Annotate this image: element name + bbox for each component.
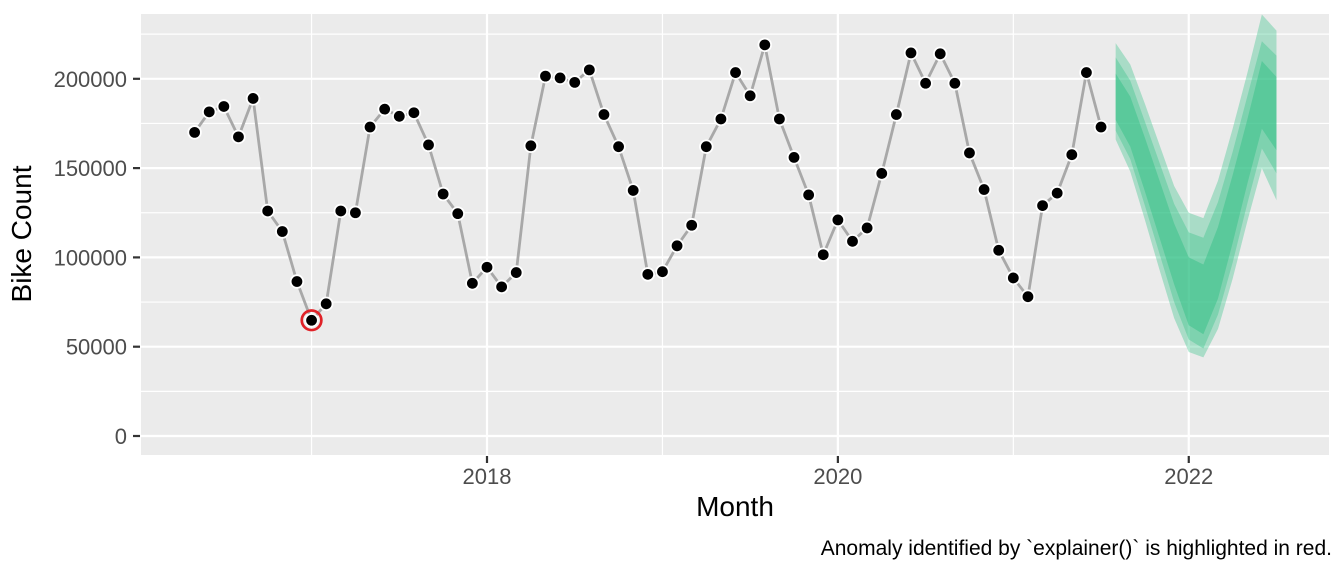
caption: Anomaly identified by `explainer()` is h… [820,537,1332,560]
data-point [275,224,290,239]
data-point [362,119,378,135]
panel-background [141,14,1329,455]
data-point [889,107,904,122]
data-point [318,296,334,312]
y-axis-title: Bike Count [6,165,37,303]
data-point [830,212,846,228]
data-point [333,203,349,219]
data-point [669,238,685,253]
data-point [991,243,1006,258]
y-tick-label: 150000 [54,156,127,181]
data-point [231,129,246,145]
data-point [187,125,202,140]
data-point [626,183,641,198]
data-point [538,68,553,84]
data-point [465,276,480,291]
forecast-band-95 [1115,14,1277,358]
data-point [757,37,772,53]
data-point [859,220,875,236]
data-point [216,99,232,114]
x-tick-label: 2018 [463,464,512,489]
data-point [640,267,656,282]
data-point [260,203,275,219]
data-point [348,205,363,220]
data-point [245,91,261,106]
data-point [494,279,509,295]
data-point [655,264,670,279]
data-point [1049,185,1065,201]
data-point [421,137,436,153]
anomaly-ring [300,309,323,332]
data-point [976,182,992,197]
forecast-band-80 [1115,41,1277,349]
data-point [699,139,714,154]
data-point [684,218,699,233]
data-point [801,187,816,203]
data-point [611,139,626,154]
data-point [1064,147,1080,162]
data-point [567,75,582,90]
x-tick-label: 2020 [813,464,862,489]
x-axis-title: Month [696,491,774,522]
data-point [523,138,539,153]
data-point [933,46,948,61]
data-point [289,274,305,289]
data-point [903,45,919,61]
data-point [1006,270,1021,286]
y-tick-label: 100000 [54,245,127,270]
data-point [1035,198,1050,213]
data-point [962,145,977,161]
data-point [845,234,860,249]
data-point [202,104,217,120]
data-point [406,105,422,120]
data-point [918,76,933,91]
data-point [742,88,758,103]
data-point [392,109,407,124]
y-tick-label: 50000 [66,335,127,360]
forecast-band-50 [1115,60,1277,335]
data-point [874,166,889,181]
data-point [728,65,743,80]
y-tick-label: 200000 [54,67,127,92]
data-point [377,101,392,117]
data-point [1093,119,1109,135]
data-point [1020,289,1036,304]
data-point [582,62,597,78]
data-point [479,260,495,275]
data-point [1079,65,1094,80]
data-point [713,111,729,127]
data-point [947,76,963,91]
x-tick-label: 2022 [1164,464,1213,489]
data-point [816,247,831,262]
data-point [552,70,568,86]
y-tick-label: 0 [115,424,127,449]
data-point [786,150,802,165]
data-point [596,107,612,122]
data-point-anomaly [304,313,319,328]
data-point [509,265,524,280]
data-point [450,206,465,221]
data-point [435,186,451,202]
data-point [772,111,787,127]
